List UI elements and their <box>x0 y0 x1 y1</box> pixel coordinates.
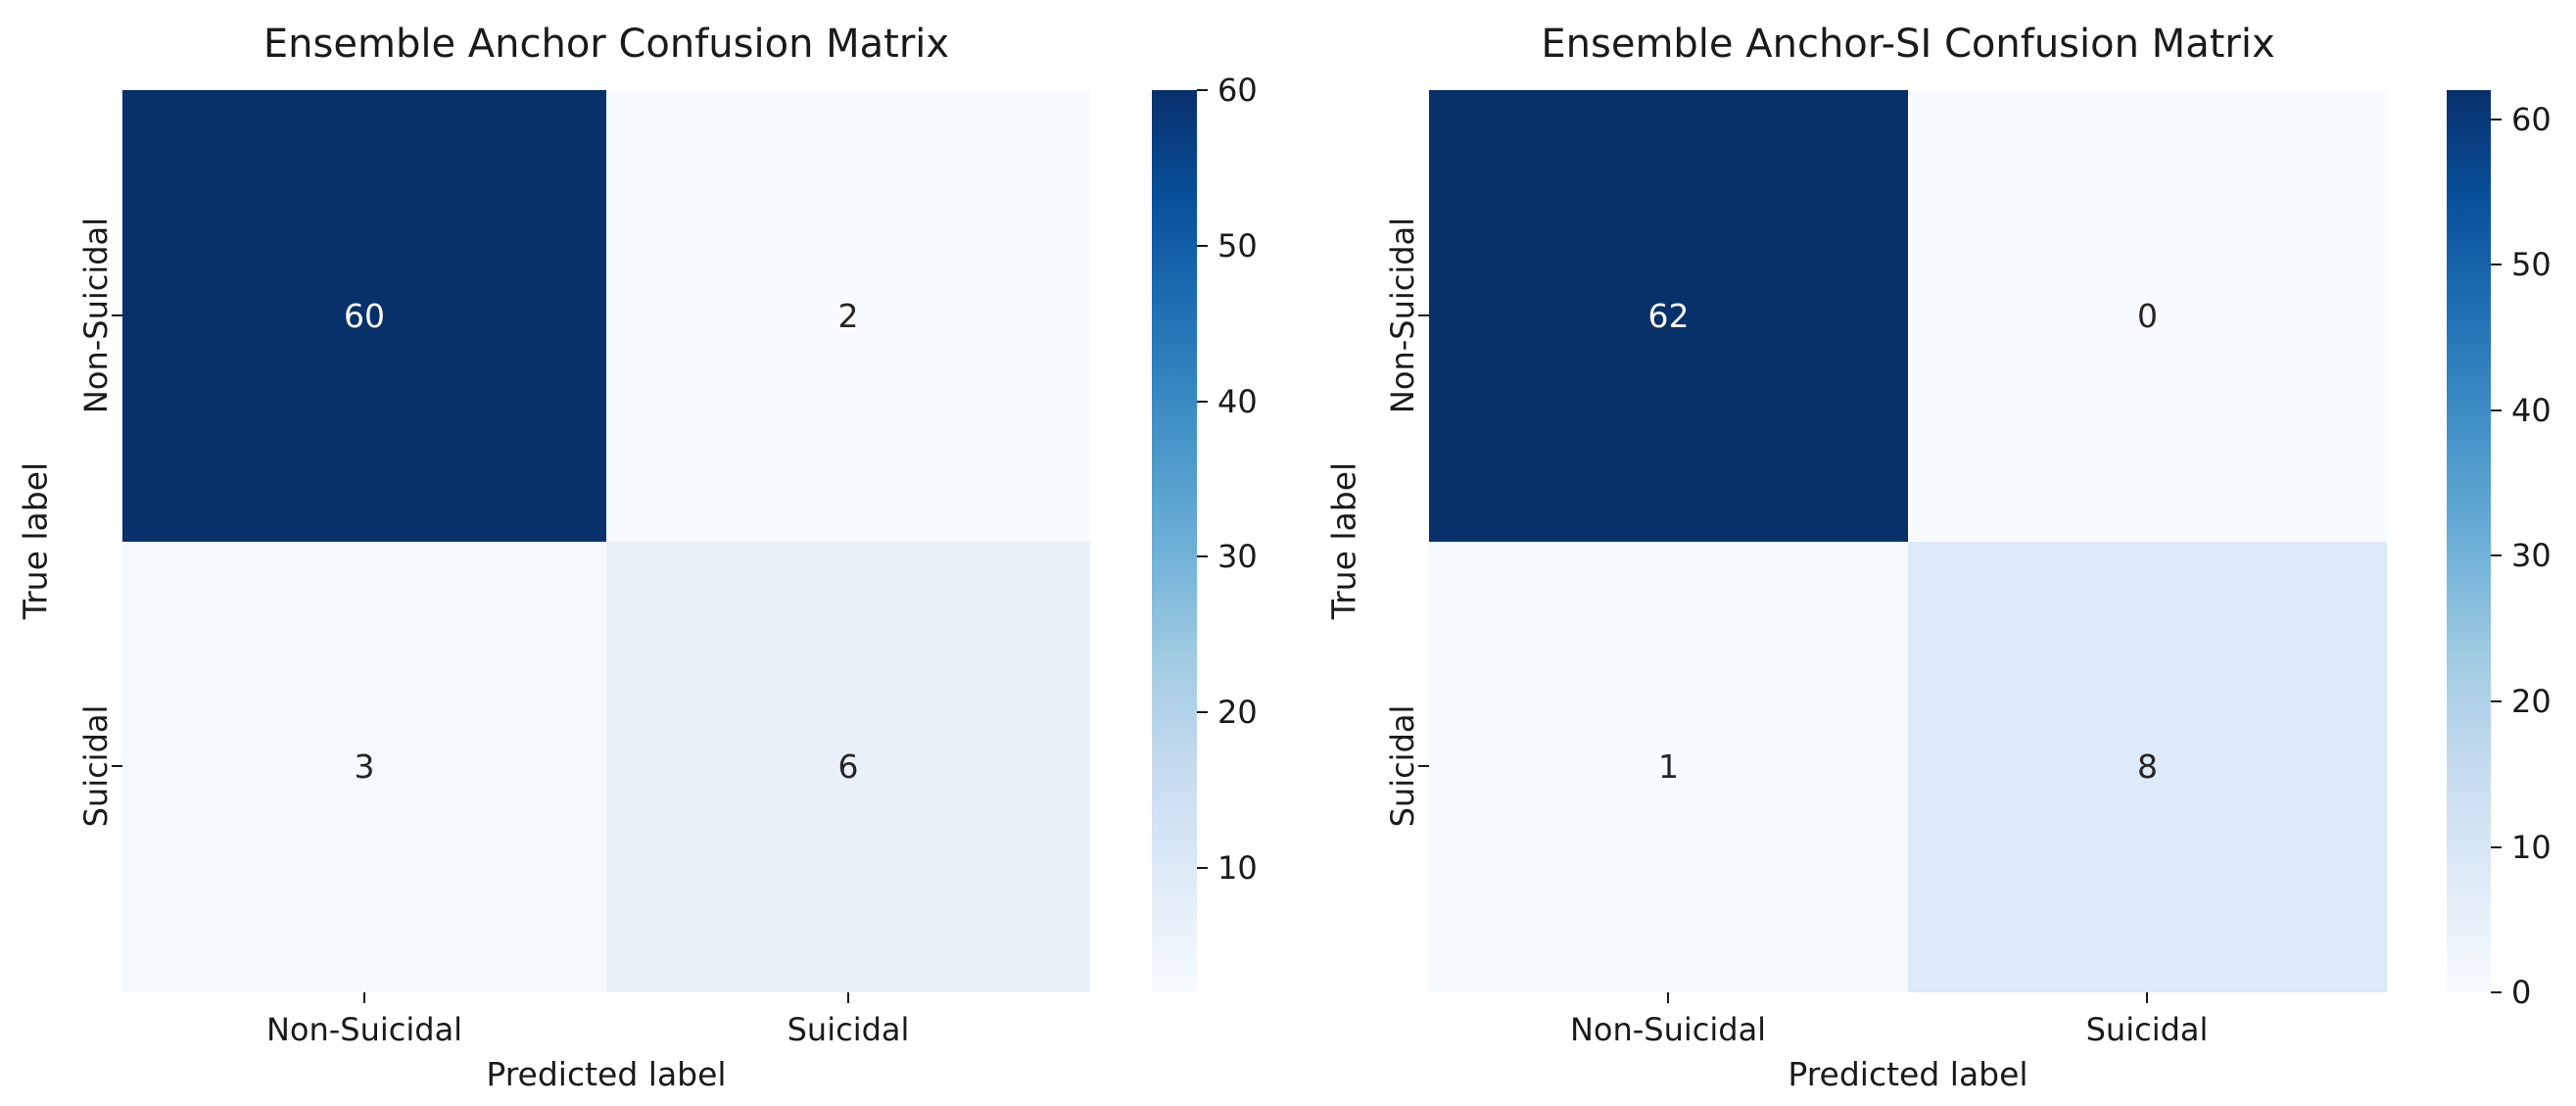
heatmap-cell: 6 <box>606 541 1090 992</box>
x-axis-label: Predicted label <box>486 1055 727 1093</box>
x-tick-label: Suicidal <box>2085 1011 2209 1048</box>
cell-value: 6 <box>837 747 859 787</box>
colorbar-tick-mark <box>1197 555 1208 557</box>
colorbar-tick-mark <box>1197 245 1208 247</box>
colorbar-tick-mark <box>1197 711 1208 713</box>
colorbar-tick-mark <box>2491 409 2502 411</box>
cell-value: 0 <box>2137 296 2158 335</box>
heatmap-cell: 62 <box>1429 90 1908 542</box>
heatmap-cell: 3 <box>122 541 606 992</box>
cell-value: 2 <box>837 296 859 335</box>
cell-value: 62 <box>1647 296 1690 335</box>
colorbar-tick-label: 20 <box>2511 683 2552 720</box>
colorbar-tick-label: 20 <box>1217 694 1258 731</box>
y-tick-mark <box>112 765 122 767</box>
colorbar-tick-label: 0 <box>2511 974 2532 1011</box>
y-tick-mark <box>112 314 122 316</box>
colorbar-tick-mark <box>1197 867 1208 869</box>
plot-title: Ensemble Anchor-SI Confusion Matrix <box>1541 22 2275 67</box>
colorbar <box>2447 90 2491 992</box>
colorbar-tick-label: 60 <box>1217 72 1258 109</box>
colorbar-tick-label: 10 <box>2511 829 2552 866</box>
cell-value: 3 <box>354 747 375 787</box>
heatmap: 62 0 1 8 <box>1429 90 2387 992</box>
y-tick-mark <box>1418 314 1429 316</box>
colorbar <box>1152 90 1197 992</box>
heatmap-cell: 60 <box>122 90 606 542</box>
plot-title: Ensemble Anchor Confusion Matrix <box>262 22 950 67</box>
colorbar-tick-label: 40 <box>2511 392 2552 429</box>
cell-value: 60 <box>344 296 385 335</box>
colorbar-gradient <box>2447 90 2491 992</box>
colorbar-tick-mark <box>2491 264 2502 265</box>
heatmap-cell: 0 <box>1908 90 2387 542</box>
x-tick-label: Non-Suicidal <box>265 1011 463 1048</box>
colorbar-tick-mark <box>2491 554 2502 556</box>
heatmap-cell: 2 <box>606 90 1090 542</box>
subplot-anchor: Ensemble Anchor Confusion Matrix 60 2 3 … <box>17 22 1258 1093</box>
y-axis-label: True label <box>1324 461 1363 620</box>
x-tick-mark <box>363 992 365 1003</box>
x-axis-label: Predicted label <box>1788 1055 2028 1093</box>
heatmap-cell: 8 <box>1908 541 2387 992</box>
colorbar-tick-label: 30 <box>1217 538 1258 575</box>
x-tick-mark <box>847 992 849 1003</box>
heatmap: 60 2 3 6 <box>122 90 1090 992</box>
colorbar-tick-label: 10 <box>1217 849 1258 887</box>
x-tick-label: Suicidal <box>787 1011 910 1048</box>
heatmap-cell: 1 <box>1429 541 1908 992</box>
colorbar-tick-label: 60 <box>2511 101 2552 138</box>
x-tick-mark <box>1667 992 1669 1003</box>
x-tick-label: Non-Suicidal <box>1569 1011 1767 1048</box>
colorbar-tick-label: 50 <box>2511 246 2552 283</box>
colorbar-tick-mark <box>2491 700 2502 702</box>
colorbar-tick-label: 40 <box>1217 383 1258 420</box>
colorbar-tick-label: 50 <box>1217 227 1258 264</box>
colorbar-tick-label: 30 <box>2511 537 2552 574</box>
colorbar-tick-mark <box>2491 846 2502 848</box>
colorbar-tick-mark <box>1197 401 1208 403</box>
y-tick-label: Suicidal <box>1384 704 1421 828</box>
colorbar-gradient <box>1152 90 1197 992</box>
cell-value: 8 <box>2137 747 2158 787</box>
colorbar-tick-mark <box>2491 991 2502 993</box>
cell-value: 1 <box>1658 747 1679 787</box>
y-tick-mark <box>1418 765 1429 767</box>
y-tick-label: Non-Suicidal <box>1384 216 1421 414</box>
colorbar-tick-mark <box>2491 119 2502 120</box>
x-tick-mark <box>2146 992 2148 1003</box>
colorbar-tick-mark <box>1197 89 1208 91</box>
